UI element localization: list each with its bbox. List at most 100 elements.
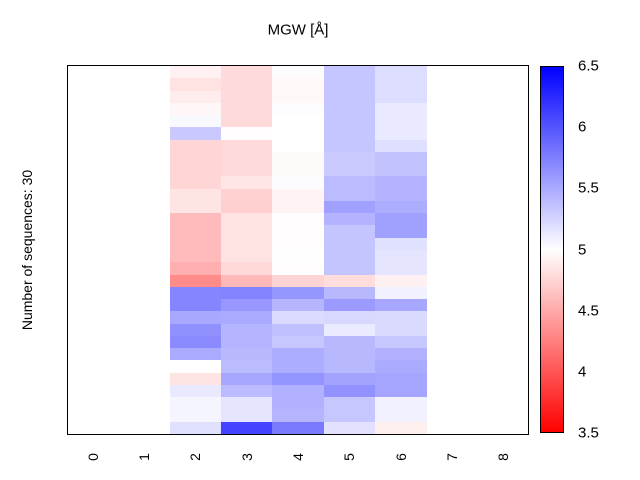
- heatmap-cell: [170, 78, 223, 92]
- heatmap-cell: [221, 409, 274, 423]
- heatmap-cell: [272, 409, 325, 423]
- heatmap-cell: [170, 127, 223, 141]
- heatmap-cell: [323, 311, 376, 325]
- heatmap-cell: [323, 274, 376, 288]
- heatmap-cell: [221, 127, 274, 141]
- heatmap-cell: [170, 397, 223, 411]
- heatmap-cell: [323, 127, 376, 141]
- heatmap-cell: [323, 237, 376, 251]
- heatmap-cell: [221, 66, 274, 80]
- heatmap-cell: [170, 335, 223, 350]
- heatmap-cell: [374, 311, 427, 325]
- heatmap-cell: [374, 250, 427, 264]
- heatmap-cell: [170, 360, 223, 374]
- colorbar-tick-label: 5.5: [578, 179, 599, 197]
- heatmap-cell: [323, 164, 376, 178]
- heatmap-cell: [272, 348, 325, 362]
- heatmap-cell: [272, 115, 325, 129]
- heatmap-cell: [374, 262, 427, 276]
- heatmap-cell: [221, 225, 274, 239]
- heatmap-cell: [272, 78, 325, 92]
- heatmap-cell: [221, 397, 274, 411]
- heatmap-cell: [170, 250, 223, 264]
- heatmap-cell: [374, 286, 427, 301]
- heatmap-cell: [170, 90, 223, 104]
- heatmap-cell: [221, 78, 274, 92]
- heatmap-cell: [323, 421, 376, 434]
- colorbar-tick-label: 6.5: [578, 57, 599, 75]
- heatmap-cell: [170, 102, 223, 117]
- heatmap-cell: [170, 299, 223, 313]
- heatmap-cell: [323, 250, 376, 264]
- x-tick-label: 4: [290, 453, 306, 461]
- heatmap-cell: [170, 409, 223, 423]
- heatmap-cell: [170, 237, 223, 251]
- heatmap-cell: [323, 409, 376, 423]
- colorbar-tick-label: 3.5: [578, 424, 599, 442]
- heatmap-cell: [323, 176, 376, 190]
- x-tick-label: 3: [238, 453, 255, 461]
- heatmap-cell: [323, 139, 376, 153]
- heatmap-cell: [221, 360, 274, 374]
- heatmap-cell: [170, 139, 223, 153]
- x-tick-label: 6: [392, 453, 409, 461]
- heatmap-cell: [170, 372, 223, 386]
- heatmap-cell: [374, 139, 427, 153]
- heatmap-cell: [272, 384, 325, 399]
- heatmap-cell: [323, 372, 376, 386]
- colorbar-tick-label: 5: [578, 241, 587, 258]
- heatmap-cell: [221, 384, 274, 399]
- heatmap-cell: [221, 200, 274, 215]
- heatmap-cell: [272, 250, 325, 264]
- heatmap-cell: [323, 262, 376, 276]
- heatmap-cell: [221, 151, 274, 166]
- heatmap-cell: [323, 299, 376, 313]
- heatmap-cell: [374, 348, 427, 362]
- heatmap-cell: [272, 127, 325, 141]
- colorbar-tick-label: 4: [578, 363, 587, 381]
- heatmap-cell: [323, 397, 376, 411]
- heatmap-cell: [221, 90, 274, 104]
- heatmap-cell: [170, 66, 223, 80]
- heatmap-cell: [170, 274, 223, 288]
- heatmap-grid: [68, 66, 528, 434]
- heatmap-cell: [374, 372, 427, 386]
- plot-area: [67, 65, 529, 435]
- heatmap-cell: [272, 213, 325, 227]
- heatmap-cell: [374, 237, 427, 251]
- heatmap-cell: [374, 78, 427, 92]
- heatmap-cell: [323, 384, 376, 399]
- heatmap-cell: [272, 225, 325, 239]
- heatmap-cell: [221, 299, 274, 313]
- heatmap-cell: [272, 360, 325, 374]
- heatmap-cell: [374, 323, 427, 337]
- heatmap-cell: [323, 78, 376, 92]
- heatmap-cell: [272, 421, 325, 434]
- heatmap-cell: [170, 384, 223, 399]
- heatmap-cell: [170, 311, 223, 325]
- heatmap-cell: [272, 176, 325, 190]
- y-axis-label: Number of sequences: 30: [19, 169, 35, 331]
- heatmap-cell: [374, 421, 427, 434]
- heatmap-cell: [323, 102, 376, 117]
- heatmap-cell: [221, 323, 274, 337]
- colorbar-tick-label: 6: [578, 118, 587, 136]
- heatmap-cell: [374, 409, 427, 423]
- heatmap-cell: [221, 311, 274, 325]
- heatmap-cell: [221, 188, 274, 202]
- heatmap-cell: [374, 335, 427, 350]
- heatmap-cell: [374, 274, 427, 288]
- heatmap-cell: [272, 188, 325, 202]
- heatmap-cell: [323, 335, 376, 350]
- heatmap-cell: [272, 151, 325, 166]
- heatmap-cell: [323, 360, 376, 374]
- heatmap-cell: [323, 151, 376, 166]
- heatmap-cell: [374, 225, 427, 239]
- heatmap-cell: [170, 164, 223, 178]
- heatmap-cell: [272, 200, 325, 215]
- heatmap-cell: [272, 372, 325, 386]
- heatmap-cell: [170, 286, 223, 301]
- x-tick-label: 7: [444, 453, 460, 461]
- heatmap-cell: [374, 127, 427, 141]
- heatmap-cell: [170, 213, 223, 227]
